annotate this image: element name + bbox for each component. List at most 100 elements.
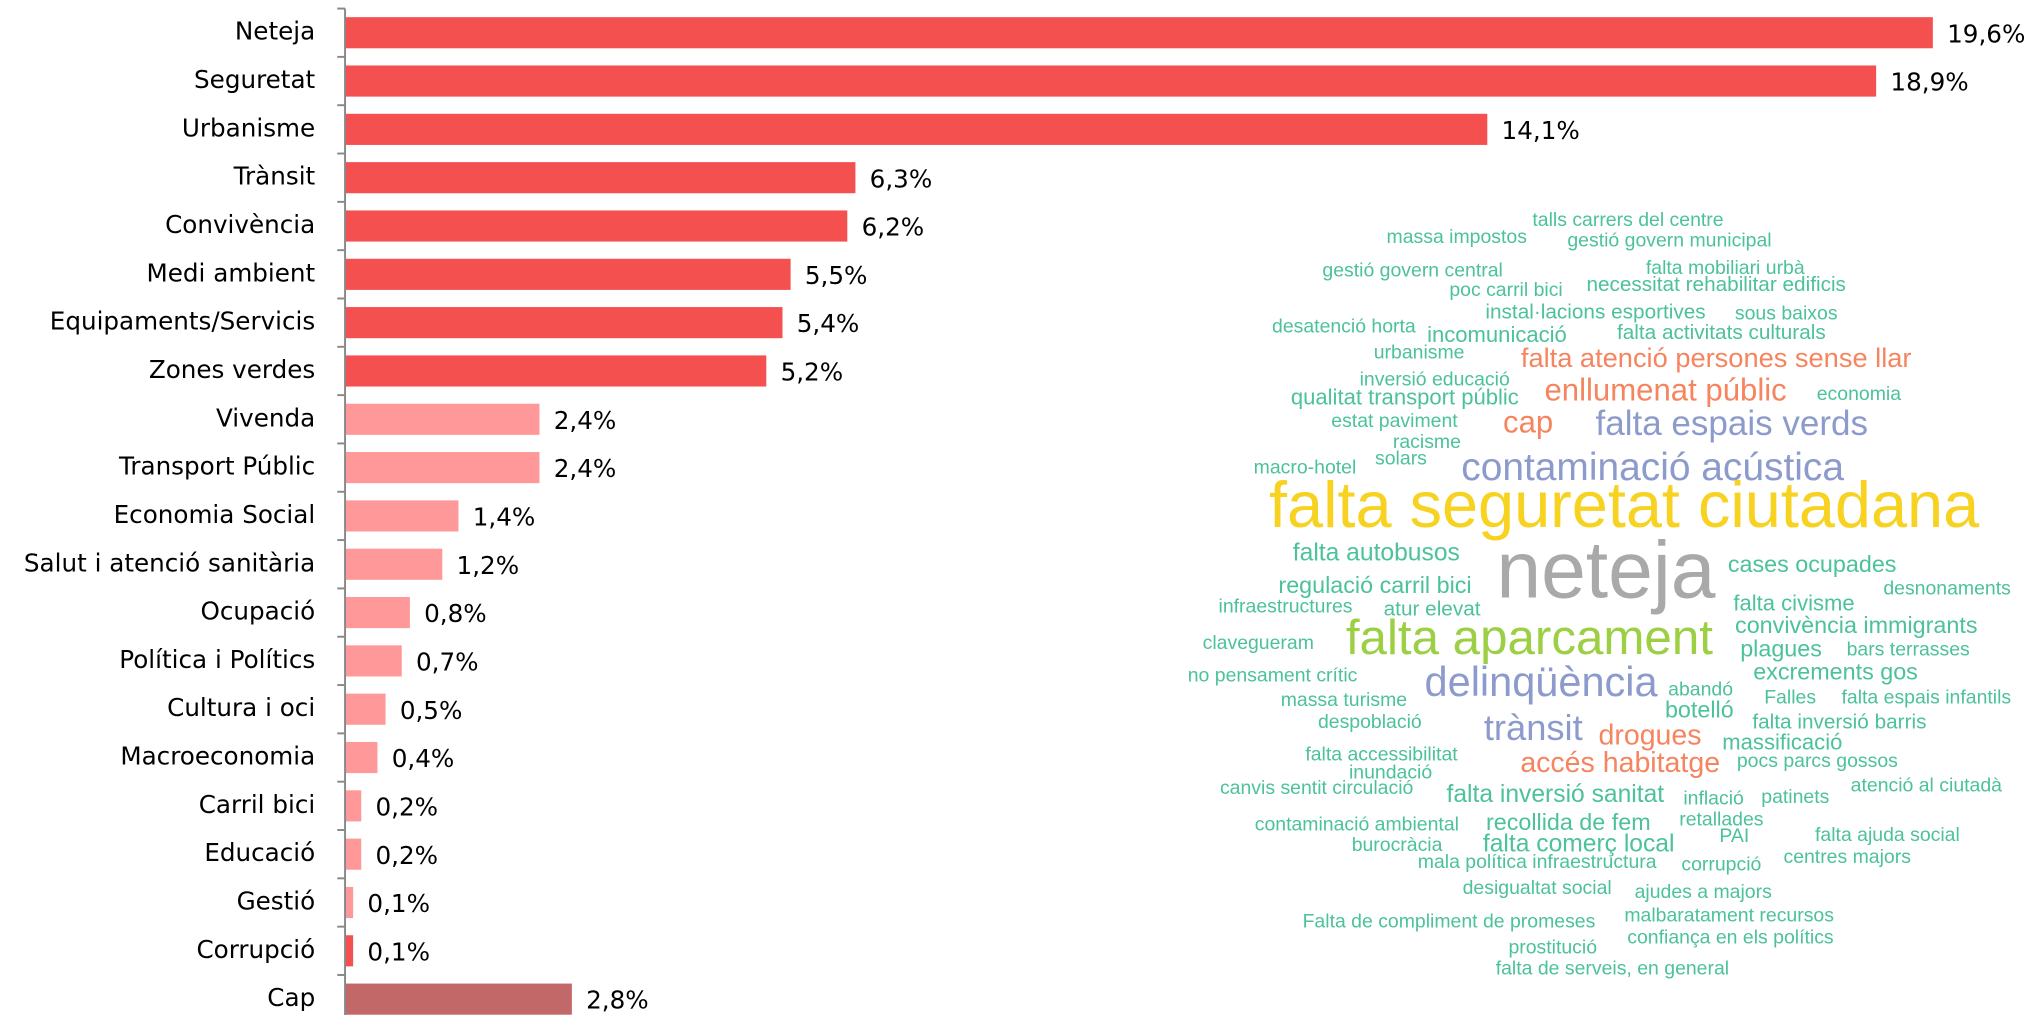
word: falta autobusos (1293, 540, 1460, 567)
word: massificació (1722, 729, 1842, 754)
bar (345, 17, 1933, 49)
category-label: Zones verdes (149, 355, 315, 384)
word: falta inversió barris (1752, 710, 1926, 733)
value-label: 5,5% (805, 261, 868, 290)
word: atenció al ciutadà (1851, 775, 2002, 797)
word: desatenció horta (1272, 315, 1416, 337)
word: burocràcia (1352, 834, 1443, 856)
word: falta comerç local (1483, 830, 1675, 857)
word: necessitat rehabilitar edificis (1586, 273, 1846, 296)
bar (345, 693, 386, 725)
word: confiança en els polítics (1627, 926, 1834, 948)
word: qualitat transport públic (1291, 384, 1519, 409)
bar (345, 403, 540, 435)
word: no pensament crític (1188, 664, 1358, 686)
value-label: 1,4% (473, 503, 536, 532)
word: sous baixos (1735, 302, 1838, 324)
word: inversió educació (1360, 369, 1510, 391)
word: talls carrers del centre (1532, 209, 1723, 231)
word: convivència immigrants (1735, 612, 1977, 638)
bar (345, 258, 791, 290)
word: cases ocupades (1728, 551, 1897, 577)
word: racisme (1393, 431, 1461, 453)
word: desnonaments (1883, 577, 2011, 599)
category-label: Neteja (235, 17, 315, 46)
category-label: Convivència (165, 210, 315, 239)
word: excrements gos (1753, 659, 1918, 685)
word: falta inversió sanitat (1447, 781, 1665, 808)
word: delinqüència (1425, 658, 1659, 705)
word: PAI (1719, 825, 1749, 847)
value-label: 18,9% (1890, 68, 1968, 97)
word: gestió govern municipal (1567, 230, 1771, 252)
word: retallades (1679, 808, 1764, 830)
category-label: Cap (267, 983, 315, 1012)
word: trànsit (1484, 707, 1583, 748)
word: prostitució (1508, 937, 1597, 959)
value-label: 0,1% (367, 937, 430, 966)
word: poc carril bici (1449, 279, 1562, 301)
bar (345, 548, 443, 580)
category-label: Carril bici (199, 790, 315, 819)
category-label: Transport Públic (118, 452, 315, 481)
value-label: 5,2% (781, 358, 844, 387)
category-label: Vivenda (216, 403, 315, 432)
bar (345, 838, 362, 870)
category-label: Urbanisme (182, 113, 315, 142)
word: falta activitats culturals (1617, 321, 1826, 344)
value-label: 5,4% (797, 309, 860, 338)
value-label: 6,3% (870, 164, 933, 193)
word: abandó (1668, 679, 1733, 701)
word: regulació carril bici (1278, 572, 1471, 598)
word: falta de serveis, en general (1496, 957, 1729, 979)
word: falta accessibilitat (1305, 743, 1458, 765)
word: falta aparcament (1346, 610, 1713, 665)
bar (345, 790, 362, 822)
word: recollida de fem (1486, 809, 1651, 835)
word: desigualtat social (1463, 877, 1612, 899)
word: solars (1375, 448, 1427, 470)
word: falta espais infantils (1842, 686, 2012, 708)
value-label: 19,6% (1947, 19, 2025, 48)
word: instal·lacions esportives (1485, 300, 1705, 323)
bar (345, 355, 767, 387)
word: Falles (1764, 686, 1816, 708)
word: contaminació ambiental (1255, 813, 1459, 835)
value-label: 2,4% (554, 454, 617, 483)
value-label: 0,8% (424, 599, 487, 628)
word: falta seguretat ciutadana (1269, 468, 1980, 541)
word: bars terrasses (1847, 638, 1970, 660)
value-label: 0,1% (367, 889, 430, 918)
word: patinets (1761, 786, 1829, 808)
word: falta ajuda social (1815, 824, 1960, 846)
bar (345, 645, 402, 677)
word: inundació (1349, 762, 1432, 784)
bar (345, 65, 1877, 97)
value-label: 6,2% (862, 213, 925, 242)
word: malbaratament recursos (1624, 904, 1834, 926)
word: massa impostos (1387, 226, 1528, 248)
word: drogues (1598, 720, 1701, 752)
word: macro-hotel (1254, 457, 1357, 479)
category-label: Ocupació (201, 597, 316, 626)
value-label: 0,7% (416, 647, 479, 676)
category-label: Medi ambient (147, 258, 316, 287)
word: ajudes a majors (1635, 881, 1772, 903)
category-label: Política i Polítics (119, 645, 315, 674)
word: accés habitatge (1520, 747, 1720, 779)
word: incomunicació (1427, 322, 1567, 347)
word: economia (1817, 383, 1901, 405)
category-label: Corrupció (196, 935, 315, 964)
value-label: 2,4% (554, 406, 617, 435)
bar (345, 741, 378, 774)
word: plagues (1740, 635, 1822, 661)
bar (345, 113, 1488, 145)
word: massa turisme (1281, 689, 1407, 711)
word: urbanisme (1374, 341, 1465, 363)
bar (345, 452, 540, 484)
word: canvis sentit circulació (1220, 777, 1413, 799)
word: neteja (1496, 526, 1715, 616)
word: estat paviment (1331, 410, 1458, 432)
